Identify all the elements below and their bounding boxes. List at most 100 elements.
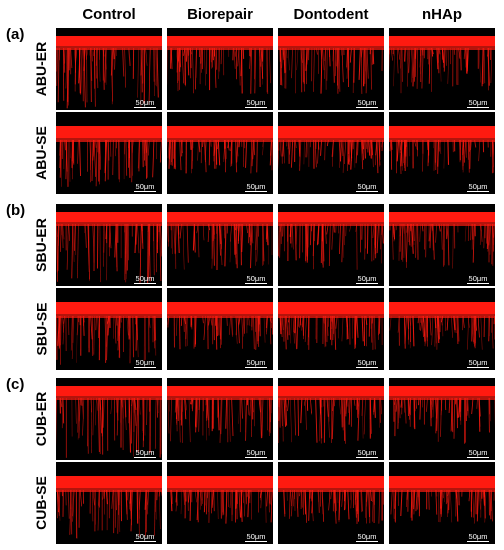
resin-tag (371, 139, 373, 156)
resin-tag (450, 397, 453, 432)
adhesive-layer (389, 302, 495, 314)
scale-bar-label: 50μm (357, 357, 377, 367)
row-label-text: SBU-SE (33, 302, 49, 356)
resin-tag (201, 139, 204, 148)
resin-tag (65, 139, 68, 172)
resin-tag (350, 489, 353, 509)
scale-bar-line (467, 190, 489, 192)
resin-tag (77, 397, 80, 440)
resin-tag (246, 223, 248, 234)
resin-tag (378, 489, 380, 524)
resin-tag (249, 223, 253, 269)
resin-tag (292, 315, 295, 344)
resin-tag (363, 47, 366, 87)
resin-tag (441, 47, 444, 63)
resin-tag (286, 47, 288, 59)
fluorescence-image (167, 36, 273, 95)
resin-tag (181, 47, 184, 84)
resin-tag (234, 47, 237, 57)
resin-tag (170, 47, 173, 64)
resin-tag (249, 489, 251, 499)
resin-tag (102, 397, 105, 428)
resin-tag (137, 47, 140, 98)
resin-tag (62, 223, 65, 240)
resin-tag (196, 223, 199, 234)
resin-tag (222, 489, 225, 515)
fluorescence-image (167, 476, 273, 524)
section-label: (a) (6, 26, 25, 43)
resin-tag (95, 139, 98, 187)
resin-tag (362, 139, 364, 161)
resin-tag (392, 489, 395, 519)
resin-tag (70, 139, 72, 159)
resin-tag (472, 223, 475, 263)
resin-tag (282, 47, 284, 60)
scale-bar: 50μm (467, 448, 489, 458)
scale-bar-line (134, 282, 156, 284)
resin-tag (195, 397, 197, 426)
resin-tag (462, 315, 464, 331)
resin-tag (97, 397, 100, 453)
adhesive-layer (56, 302, 162, 314)
resin-tag (204, 139, 207, 160)
resin-tag (247, 489, 250, 518)
fluorescence-image (278, 302, 384, 350)
micrograph-panel: 50μm (389, 28, 495, 110)
resin-tag (231, 397, 234, 437)
resin-tag (358, 47, 361, 80)
resin-tag (211, 489, 214, 508)
resin-tag (122, 47, 125, 77)
resin-tag (299, 489, 301, 497)
resin-tag (303, 397, 306, 406)
resin-tag (287, 139, 289, 150)
resin-tag (244, 139, 248, 168)
resin-tag (478, 139, 481, 162)
resin-tag (115, 315, 118, 326)
adhesive-layer (167, 212, 273, 222)
resin-tag (435, 489, 438, 515)
resin-tag (326, 139, 329, 147)
resin-tag (401, 223, 404, 262)
resin-tag (370, 397, 372, 434)
resin-tag (207, 223, 210, 243)
resin-tag (60, 223, 63, 252)
resin-tag (143, 47, 146, 104)
resin-tag (148, 139, 150, 156)
resin-tag (379, 397, 382, 423)
resin-tag (334, 397, 336, 407)
resin-tag (236, 489, 238, 520)
scale-bar-line (245, 190, 267, 192)
micrograph-panel: 50μm (56, 288, 162, 370)
resin-tag (428, 47, 431, 84)
scale-bar-label: 50μm (246, 531, 266, 541)
resin-tag (333, 489, 336, 513)
resin-tag (130, 489, 133, 532)
resin-tag (305, 397, 307, 430)
resin-tag (225, 139, 228, 160)
resin-tag (144, 139, 147, 153)
resin-tag (205, 489, 208, 515)
adhesive-layer (389, 476, 495, 488)
micrograph-panel: 50μm (278, 112, 384, 194)
resin-tag (390, 139, 393, 170)
scale-bar-line (134, 190, 156, 192)
scale-bar-line (134, 540, 156, 542)
scale-bar-label: 50μm (468, 531, 488, 541)
resin-tag (400, 139, 403, 167)
resin-tag (417, 489, 420, 497)
resin-tag (487, 223, 490, 252)
resin-tag (56, 223, 58, 282)
column-header: nHAp (422, 6, 462, 23)
resin-tag (330, 489, 332, 500)
resin-tag (217, 397, 220, 431)
resin-tag (313, 47, 315, 92)
resin-tag (194, 489, 197, 503)
resin-tag (319, 139, 323, 156)
resin-tag (451, 315, 453, 338)
resin-tag (139, 223, 142, 283)
resin-tag (187, 47, 190, 76)
resin-tag (184, 397, 187, 420)
resin-tag (391, 47, 393, 61)
resin-tag (102, 47, 105, 57)
resin-tag (148, 315, 151, 328)
